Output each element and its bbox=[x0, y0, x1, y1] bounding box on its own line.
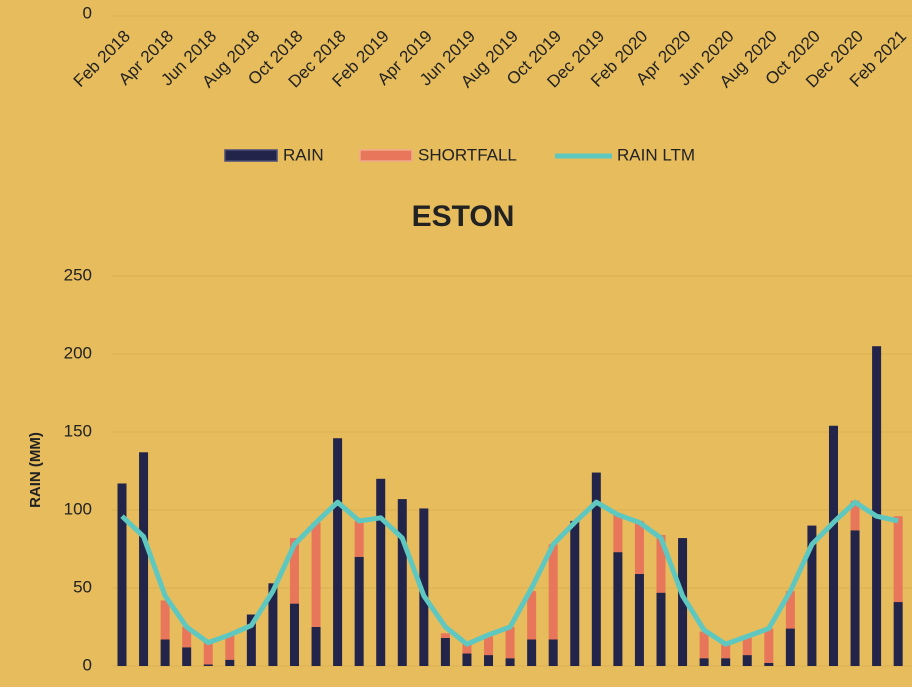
bar bbox=[182, 627, 192, 648]
bar bbox=[484, 636, 494, 656]
bar bbox=[505, 627, 515, 659]
bar bbox=[785, 628, 795, 666]
line bbox=[120, 499, 899, 647]
bar bbox=[613, 552, 623, 666]
bar bbox=[203, 642, 213, 665]
bar bbox=[721, 644, 731, 659]
bar bbox=[462, 653, 472, 666]
bar bbox=[311, 522, 321, 627]
bar bbox=[764, 628, 774, 663]
bar bbox=[591, 472, 601, 666]
legend-label: RAIN LTM bbox=[617, 145, 695, 164]
bar bbox=[440, 637, 450, 666]
bar bbox=[850, 530, 860, 666]
bar bbox=[246, 614, 256, 666]
bar bbox=[699, 631, 709, 659]
bar bbox=[527, 591, 537, 640]
legend-swatch bbox=[224, 149, 278, 162]
bar bbox=[225, 634, 235, 660]
bar bbox=[117, 483, 127, 666]
bar bbox=[634, 520, 644, 574]
y-tick-label: 0 bbox=[83, 655, 92, 674]
bar bbox=[548, 639, 558, 666]
bar bbox=[850, 500, 860, 531]
y-tick-label: 250 bbox=[64, 265, 92, 284]
bar bbox=[742, 636, 752, 656]
y-tick-label: 0 bbox=[83, 3, 92, 22]
legend-label: SHORTFALL bbox=[418, 145, 517, 164]
bar bbox=[160, 639, 170, 666]
legend-swatch bbox=[359, 149, 413, 162]
bar bbox=[225, 659, 235, 666]
y-tick-label: 50 bbox=[73, 577, 92, 596]
bar bbox=[333, 438, 343, 666]
bar bbox=[742, 655, 752, 666]
y-tick-label: 200 bbox=[64, 343, 92, 362]
bar bbox=[182, 647, 192, 666]
bar bbox=[893, 602, 903, 666]
bar bbox=[397, 499, 407, 666]
bar bbox=[764, 662, 774, 666]
bar bbox=[505, 658, 515, 666]
bar bbox=[376, 478, 386, 666]
bar bbox=[484, 655, 494, 666]
y-tick-label: 150 bbox=[64, 421, 92, 440]
bar bbox=[807, 525, 817, 666]
bar bbox=[139, 452, 149, 666]
bar bbox=[311, 627, 321, 666]
bar bbox=[570, 520, 580, 666]
bar bbox=[785, 591, 795, 629]
bar bbox=[160, 600, 170, 640]
bar bbox=[678, 538, 688, 666]
legend-label: RAIN bbox=[283, 145, 324, 164]
bar bbox=[613, 513, 623, 553]
bar bbox=[419, 508, 429, 666]
bar bbox=[828, 425, 838, 666]
bar bbox=[440, 633, 450, 638]
bar bbox=[268, 583, 278, 666]
bar bbox=[634, 573, 644, 666]
bar bbox=[548, 544, 558, 640]
bar bbox=[656, 592, 666, 666]
bar bbox=[699, 658, 709, 666]
bar bbox=[203, 664, 213, 666]
y-axis-label: RAIN (MM) bbox=[27, 432, 44, 508]
bar bbox=[354, 520, 364, 557]
bar bbox=[289, 538, 299, 604]
bar bbox=[462, 644, 472, 654]
bar bbox=[289, 603, 299, 666]
y-tick-label: 100 bbox=[64, 499, 92, 518]
bar bbox=[872, 346, 882, 666]
bar bbox=[721, 658, 731, 666]
bar bbox=[527, 639, 537, 666]
bar bbox=[354, 556, 364, 666]
bar bbox=[656, 534, 666, 593]
chart-title: ESTON bbox=[412, 200, 515, 233]
bar bbox=[893, 516, 903, 603]
